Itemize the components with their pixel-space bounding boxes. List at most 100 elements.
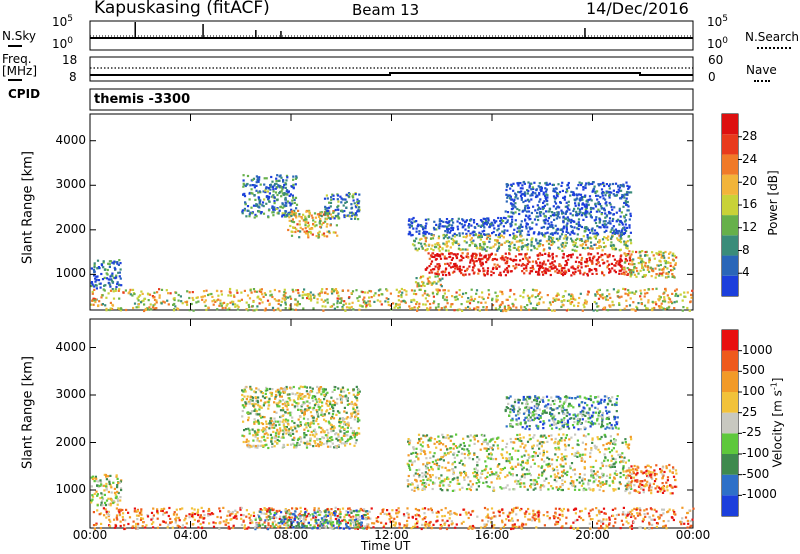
power-cell — [424, 297, 427, 300]
velocity-cell — [199, 522, 202, 526]
power-cell — [643, 295, 646, 298]
power-cell — [585, 300, 588, 304]
velocity-cell — [109, 497, 112, 500]
power-cell — [104, 304, 107, 307]
power-cell — [306, 297, 309, 300]
power-cell — [508, 194, 511, 197]
power-cell — [524, 204, 527, 208]
velocity-cell — [455, 513, 458, 516]
power-cell — [604, 202, 607, 205]
velocity-cell — [113, 526, 117, 529]
power-cell — [137, 299, 140, 302]
power-cell — [539, 266, 542, 270]
power-cell — [506, 220, 509, 224]
power-cell — [655, 287, 658, 290]
power-cell — [507, 307, 510, 310]
power-cell — [446, 237, 449, 240]
power-cell — [283, 295, 286, 298]
power-cell — [272, 194, 275, 197]
power-cell — [620, 272, 623, 275]
power-cell — [561, 181, 564, 184]
velocity-cell — [104, 473, 108, 477]
power-cell — [321, 288, 324, 291]
power-cell — [537, 253, 540, 256]
power-cell — [607, 210, 611, 214]
power-cell — [532, 267, 535, 271]
velocity-cell — [483, 523, 486, 526]
velocity-cell — [105, 478, 108, 481]
velocity-cell — [630, 515, 633, 518]
velocity-cell — [324, 511, 327, 514]
power-cell — [155, 299, 158, 302]
power-cell — [528, 308, 531, 311]
power-cell — [464, 248, 467, 251]
power-cell — [257, 191, 260, 194]
power-cell — [284, 198, 287, 201]
power-cell — [407, 219, 411, 222]
power-cell — [425, 248, 428, 251]
power-cell — [285, 174, 289, 177]
power-cell — [571, 231, 574, 234]
power-cell — [482, 267, 485, 270]
power-cell — [567, 258, 570, 261]
velocity-cell — [612, 514, 615, 517]
power-cell — [528, 260, 531, 264]
power-cell — [542, 301, 545, 304]
velocity-cell — [141, 517, 145, 520]
velocity-cell — [269, 433, 272, 436]
power-cell — [539, 207, 542, 210]
velocity-cell — [428, 523, 431, 526]
power-cell — [465, 236, 468, 239]
velocity-cell — [252, 514, 256, 517]
power-cell — [509, 187, 512, 190]
power-cell — [436, 293, 439, 296]
velocity-cell — [258, 524, 262, 527]
power-cell — [520, 197, 523, 200]
velocity-cell — [242, 519, 245, 522]
power-cell — [635, 275, 638, 278]
power-cell — [646, 266, 650, 269]
power-cell — [301, 228, 304, 231]
power-cell — [544, 219, 547, 222]
power-cell — [437, 303, 440, 306]
velocity-cell — [137, 514, 140, 517]
velocity-cell — [272, 508, 275, 511]
power-cell — [465, 234, 469, 237]
velocity-cell — [235, 517, 238, 520]
power-cell — [568, 299, 571, 302]
velocity-cell — [354, 441, 357, 445]
power-cell — [436, 275, 439, 278]
velocity-cell — [396, 515, 399, 518]
power-cell — [541, 266, 545, 269]
power-cell — [546, 203, 549, 206]
velocity-cell — [302, 518, 305, 521]
power-cell — [618, 269, 621, 272]
power-cell — [599, 294, 602, 297]
velocity-cell — [351, 521, 354, 524]
power-cell — [105, 272, 108, 275]
power-cell — [577, 207, 580, 210]
velocity-cell — [395, 509, 398, 512]
power-cell — [528, 186, 531, 189]
power-cell — [494, 234, 498, 237]
power-cell — [512, 203, 515, 206]
power-cell — [533, 218, 537, 221]
power-cell — [309, 295, 312, 298]
power-cell — [443, 292, 446, 295]
power-cell — [173, 302, 176, 306]
power-cell — [107, 278, 110, 281]
power-cell — [519, 230, 522, 233]
power-cell — [547, 238, 550, 241]
velocity-cell — [621, 513, 624, 516]
power-cell — [528, 184, 531, 187]
power-cell — [177, 308, 180, 311]
velocity-cell — [396, 511, 399, 515]
power-cell — [211, 300, 214, 303]
power-cell — [445, 308, 448, 311]
power-cell — [561, 303, 564, 306]
velocity-cell — [174, 519, 178, 522]
power-cell — [495, 267, 498, 270]
power-cell — [525, 244, 528, 247]
velocity-cell — [101, 497, 105, 500]
velocity-cell — [290, 516, 293, 519]
